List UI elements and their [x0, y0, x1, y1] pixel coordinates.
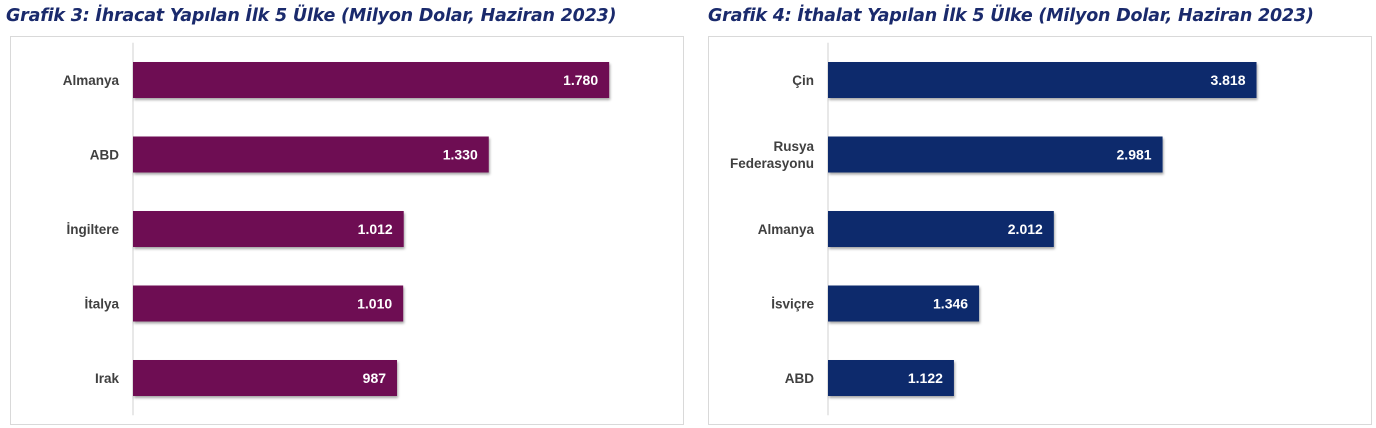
- category-label: Irak: [95, 371, 120, 386]
- data-label: 3.818: [1210, 72, 1245, 88]
- bar: [133, 360, 398, 396]
- category-label: Almanya: [758, 222, 815, 237]
- bar: [133, 211, 404, 247]
- data-label: 2.981: [1117, 147, 1152, 163]
- bar: [828, 62, 1257, 98]
- data-label: 1.012: [358, 221, 393, 237]
- category-label: Çin: [792, 73, 814, 88]
- category-label: İngiltere: [66, 222, 119, 237]
- chart-title: Grafik 3: İhracat Yapılan İlk 5 Ülke (Mi…: [6, 6, 617, 26]
- data-label: 1.122: [908, 370, 943, 386]
- data-label: 1.330: [443, 147, 478, 163]
- bar: [133, 62, 610, 98]
- category-label: Rusya Federasyonu: [730, 139, 815, 171]
- bar: [133, 136, 489, 173]
- category-label: ABD: [90, 148, 119, 163]
- data-label: 1.010: [357, 296, 392, 312]
- bar: [828, 136, 1163, 173]
- category-label: Almanya: [63, 73, 120, 88]
- data-label: 987: [363, 370, 387, 386]
- chart-frame: Almanya 1.780 ABD 1.330 İngiltere 1.012 İtalya…: [10, 36, 684, 425]
- category-label: İtalya: [84, 297, 119, 312]
- data-label: 1.346: [933, 296, 968, 312]
- bar: [133, 285, 404, 322]
- export-bar-chart: Almanya 1.780 ABD 1.330 İngiltere 1.012 İtalya…: [63, 42, 610, 416]
- chart-title: Grafik 4: İthalat Yapılan İlk 5 Ülke (Mi…: [708, 6, 1314, 26]
- bar: [828, 285, 980, 322]
- bar: [828, 360, 954, 396]
- data-label: 2.012: [1008, 221, 1043, 237]
- category-label: İsviçre: [771, 297, 814, 312]
- bar: [828, 211, 1054, 247]
- chart-frame: Çin 3.818 Rusya Federasyonu 2.981 Almanya 2.01…: [708, 36, 1372, 425]
- import-bar-chart: Çin 3.818 Rusya Federasyonu 2.981 Almanya 2.01…: [730, 42, 1257, 416]
- data-label: 1.780: [563, 72, 598, 88]
- category-label: ABD: [785, 371, 814, 386]
